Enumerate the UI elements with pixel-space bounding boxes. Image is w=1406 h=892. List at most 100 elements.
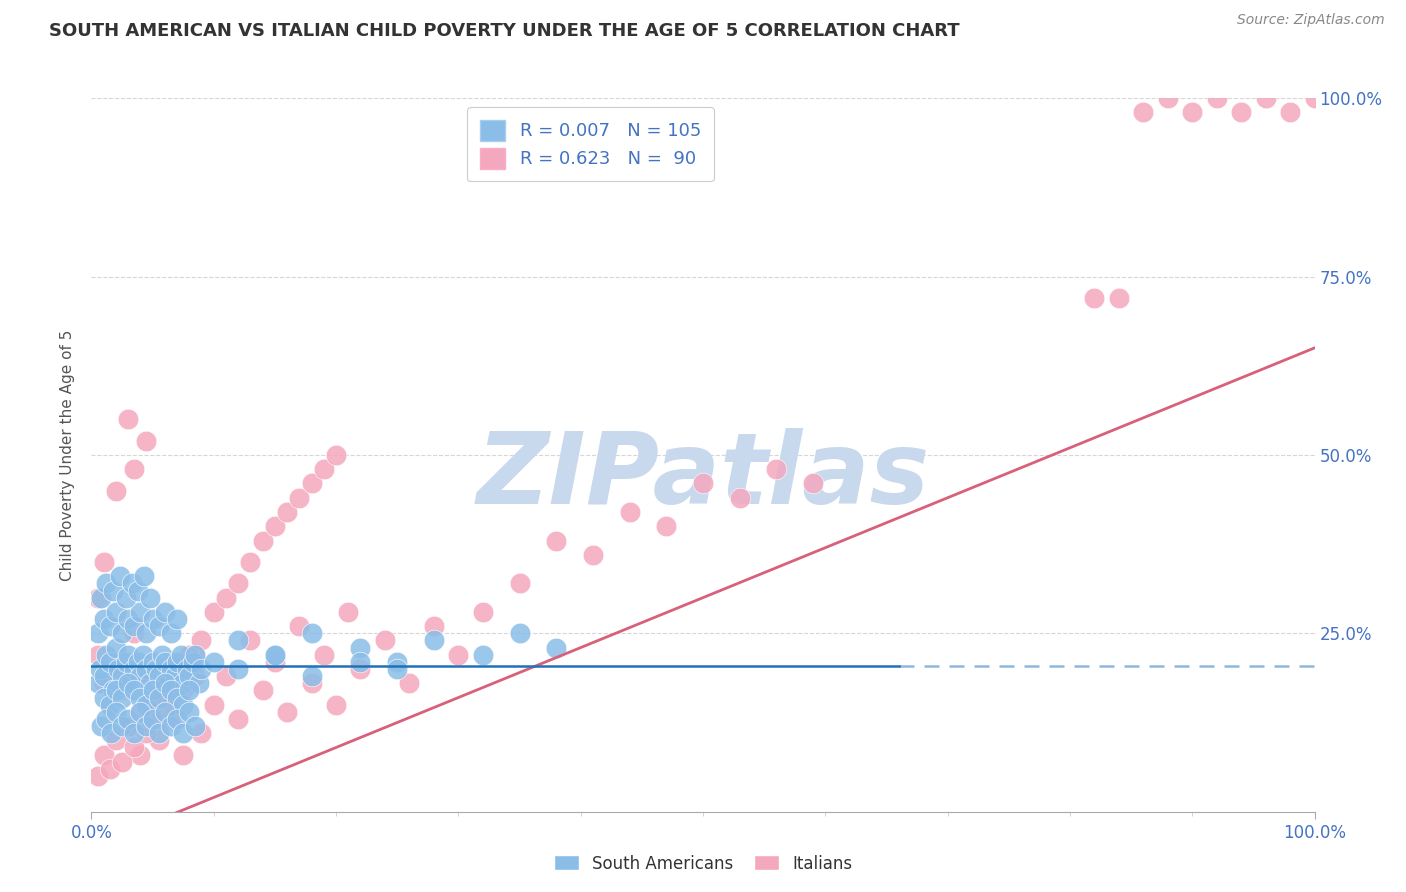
Point xyxy=(129,705,152,719)
Point xyxy=(135,698,157,712)
Point xyxy=(226,712,249,726)
Point xyxy=(301,476,323,491)
Point xyxy=(122,626,145,640)
Point xyxy=(1181,105,1204,120)
Point xyxy=(98,698,121,712)
Point xyxy=(86,626,108,640)
Point xyxy=(107,662,129,676)
Point xyxy=(184,648,207,662)
Point xyxy=(93,555,115,569)
Point xyxy=(148,733,170,747)
Point xyxy=(239,555,262,569)
Point xyxy=(104,683,127,698)
Point xyxy=(104,705,127,719)
Point xyxy=(619,505,641,519)
Point xyxy=(166,612,188,626)
Point xyxy=(166,662,188,676)
Point xyxy=(117,648,139,662)
Point xyxy=(120,676,142,690)
Point xyxy=(160,698,183,712)
Point xyxy=(98,762,121,776)
Point xyxy=(111,683,134,698)
Text: SOUTH AMERICAN VS ITALIAN CHILD POVERTY UNDER THE AGE OF 5 CORRELATION CHART: SOUTH AMERICAN VS ITALIAN CHILD POVERTY … xyxy=(49,22,960,40)
Point xyxy=(127,583,149,598)
Point xyxy=(325,448,347,462)
Point xyxy=(1230,105,1253,120)
Point xyxy=(160,662,183,676)
Point xyxy=(135,626,157,640)
Point xyxy=(202,698,225,712)
Point xyxy=(385,655,409,669)
Point xyxy=(104,640,127,655)
Point xyxy=(153,705,176,719)
Point xyxy=(148,669,170,683)
Point xyxy=(94,712,117,726)
Point xyxy=(153,676,176,690)
Point xyxy=(117,719,139,733)
Point xyxy=(546,640,568,655)
Point xyxy=(264,648,287,662)
Point xyxy=(423,633,446,648)
Point xyxy=(172,698,194,712)
Legend: South Americans, Italians: South Americans, Italians xyxy=(547,848,859,880)
Point xyxy=(1279,105,1302,120)
Point xyxy=(114,655,136,669)
Point xyxy=(1132,105,1154,120)
Point xyxy=(179,669,201,683)
Point xyxy=(801,476,824,491)
Point xyxy=(135,719,157,733)
Point xyxy=(264,648,287,662)
Point xyxy=(141,705,163,719)
Point xyxy=(93,690,115,705)
Point xyxy=(93,747,115,762)
Point xyxy=(190,633,212,648)
Point xyxy=(135,434,157,448)
Point xyxy=(104,605,127,619)
Point xyxy=(337,605,360,619)
Point xyxy=(163,669,186,683)
Point xyxy=(582,548,605,562)
Point xyxy=(184,648,207,662)
Point xyxy=(312,462,335,476)
Point xyxy=(132,569,155,583)
Point xyxy=(117,612,139,626)
Point xyxy=(141,712,163,726)
Point xyxy=(86,591,108,605)
Point xyxy=(166,690,188,705)
Point xyxy=(104,733,127,747)
Point xyxy=(104,662,127,676)
Point xyxy=(288,619,311,633)
Point xyxy=(153,676,176,690)
Point xyxy=(301,626,323,640)
Point xyxy=(122,683,145,698)
Point xyxy=(93,669,115,683)
Point xyxy=(471,605,494,619)
Point xyxy=(139,676,162,690)
Point xyxy=(98,619,121,633)
Point xyxy=(103,583,125,598)
Point xyxy=(117,712,139,726)
Point xyxy=(93,676,115,690)
Point xyxy=(94,576,117,591)
Point xyxy=(160,712,183,726)
Text: Source: ZipAtlas.com: Source: ZipAtlas.com xyxy=(1237,13,1385,28)
Point xyxy=(226,576,249,591)
Point xyxy=(93,612,115,626)
Legend: R = 0.007   N = 105, R = 0.623   N =  90: R = 0.007 N = 105, R = 0.623 N = 90 xyxy=(467,107,714,181)
Point xyxy=(148,712,170,726)
Point xyxy=(94,648,117,662)
Point xyxy=(129,747,152,762)
Point xyxy=(157,676,180,690)
Point xyxy=(122,462,145,476)
Point xyxy=(122,726,145,740)
Point xyxy=(349,655,371,669)
Point xyxy=(176,662,198,676)
Point xyxy=(160,626,183,640)
Point xyxy=(117,719,139,733)
Point xyxy=(252,683,274,698)
Point xyxy=(325,698,347,712)
Point xyxy=(312,648,335,662)
Point xyxy=(148,690,170,705)
Point xyxy=(129,690,152,705)
Point xyxy=(89,662,111,676)
